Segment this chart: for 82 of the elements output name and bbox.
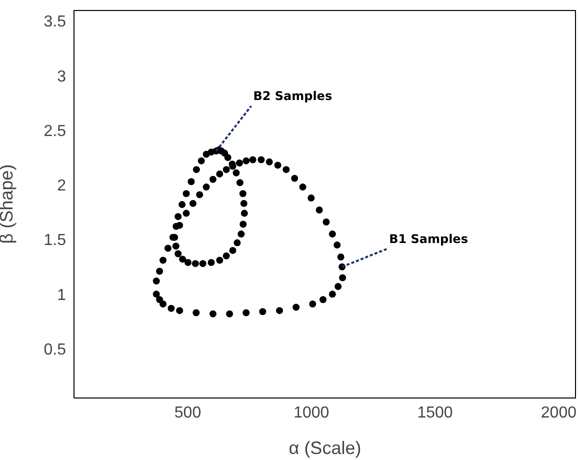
point	[334, 283, 342, 290]
point	[176, 307, 184, 314]
x-tick-label: 2000	[540, 404, 577, 422]
point	[249, 156, 256, 164]
point	[238, 230, 245, 238]
point	[240, 210, 248, 217]
y-tick-label: 0.5	[44, 341, 66, 358]
y-tick-label: 1	[57, 286, 66, 304]
point	[152, 278, 160, 285]
point	[168, 304, 175, 312]
y-tick-label: 3.5	[44, 14, 66, 31]
x-tick-label: 500	[174, 404, 202, 422]
point	[202, 150, 210, 158]
point	[222, 166, 230, 174]
point	[234, 239, 241, 246]
point	[164, 244, 172, 252]
y-tick-label: 2.5	[44, 122, 66, 140]
y-tick-label: 2	[57, 178, 66, 195]
point	[236, 179, 244, 186]
point	[152, 290, 160, 298]
point	[182, 210, 190, 217]
point	[232, 169, 240, 176]
point	[198, 157, 205, 164]
point	[240, 200, 248, 207]
point	[316, 206, 323, 214]
point	[282, 166, 290, 174]
point	[209, 310, 216, 318]
x-axis-title: α (Scale)	[288, 438, 362, 458]
point	[188, 178, 195, 186]
point	[259, 308, 266, 316]
point	[274, 162, 282, 169]
point	[182, 190, 190, 198]
point	[208, 258, 215, 266]
y-tick-label: 3	[57, 68, 66, 86]
point	[196, 191, 204, 198]
point	[216, 170, 224, 178]
point	[328, 290, 336, 298]
point	[276, 307, 283, 314]
point	[242, 309, 250, 316]
point	[174, 250, 182, 258]
point	[299, 184, 306, 191]
x-tick-label: 1000	[294, 404, 330, 422]
point	[172, 242, 180, 250]
point	[184, 258, 192, 266]
point	[172, 222, 180, 230]
point	[199, 260, 206, 268]
point	[337, 254, 344, 261]
point	[322, 218, 330, 226]
point	[202, 184, 210, 191]
point	[216, 256, 224, 264]
point	[179, 256, 186, 263]
y-tick-label: 1.5	[44, 232, 66, 250]
point	[320, 296, 327, 304]
point	[192, 260, 199, 268]
point	[209, 176, 216, 183]
point	[160, 256, 167, 264]
point	[309, 300, 316, 308]
point	[266, 158, 273, 166]
annotation: B1 Samples	[389, 232, 468, 246]
point	[258, 156, 265, 164]
point	[239, 190, 246, 198]
point	[308, 194, 315, 202]
point	[240, 220, 247, 228]
point	[174, 213, 182, 220]
point	[242, 157, 250, 164]
x-tick-label: 1500	[417, 404, 453, 422]
point	[178, 201, 186, 208]
point	[339, 274, 346, 282]
point	[291, 174, 298, 182]
point	[328, 230, 336, 238]
point	[229, 246, 236, 254]
point	[292, 304, 300, 311]
point	[192, 166, 200, 174]
point	[192, 309, 200, 316]
point	[222, 252, 230, 260]
point	[160, 300, 167, 308]
point	[334, 241, 341, 248]
annotation: B2 Samples	[253, 88, 332, 103]
point	[226, 310, 234, 318]
point	[236, 160, 243, 167]
point	[156, 268, 164, 275]
point	[189, 200, 196, 207]
